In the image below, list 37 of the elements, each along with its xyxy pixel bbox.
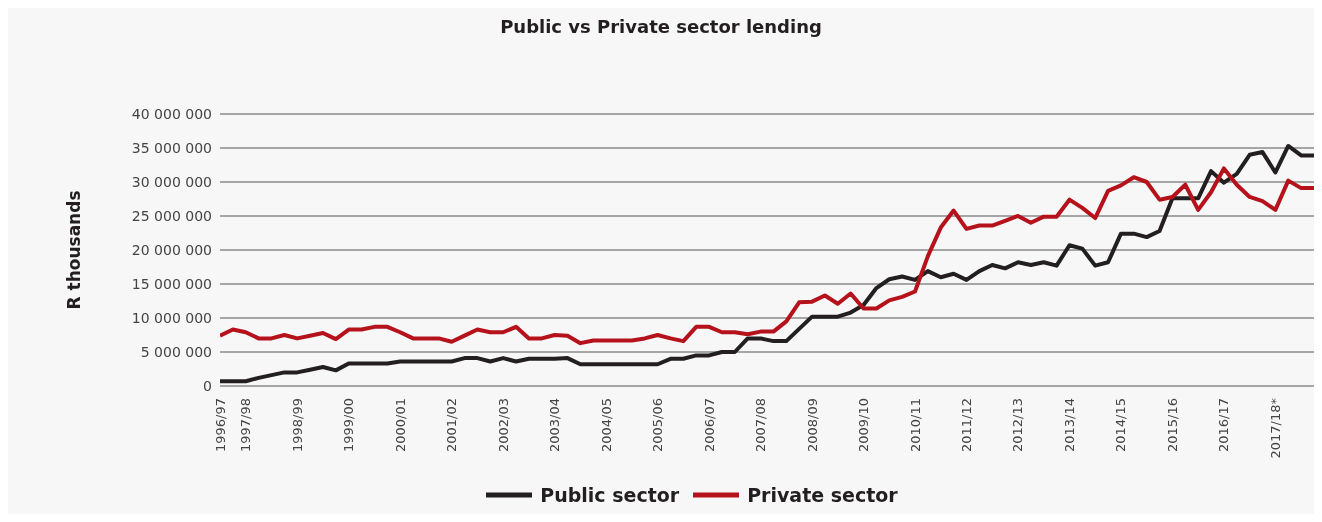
- x-tick-label: 2001/02: [444, 398, 460, 453]
- line-series: [220, 143, 1314, 384]
- y-tick-label: 30 000 000: [131, 173, 212, 190]
- y-tick-label: 15 000 000: [131, 275, 212, 292]
- y-tick-label: 40 000 000: [131, 105, 212, 122]
- x-tick-label: 2007/08: [753, 398, 769, 453]
- x-tick-label: 2004/05: [598, 398, 614, 453]
- x-tick-label: 2009/10: [856, 398, 872, 453]
- x-tick-label: 2013/14: [1061, 398, 1077, 453]
- y-tick-label: 25 000 000: [131, 207, 212, 224]
- x-tick-label: 2014/15: [1113, 398, 1129, 453]
- x-tick-label: 2012/13: [1010, 398, 1026, 453]
- x-tick-label: 2005/06: [650, 398, 666, 453]
- x-tick-label: 2006/07: [701, 398, 717, 453]
- y-tick-label: 10 000 000: [131, 309, 212, 326]
- legend-label: Public sector: [539, 484, 680, 506]
- x-tick-label: 1999/00: [341, 398, 357, 453]
- x-tick-label: 1998/99: [289, 398, 305, 453]
- x-tick-label: 2000/01: [392, 398, 408, 453]
- y-tick-label: 20 000 000: [131, 241, 212, 258]
- y-tick-label: 0: [203, 377, 212, 394]
- x-tick-label: 1996/97: [212, 398, 228, 453]
- x-tick-label: 2011/12: [958, 398, 974, 453]
- y-tick-label: 35 000 000: [131, 139, 212, 156]
- x-tick-label: 2002/03: [495, 398, 511, 453]
- y-axis-title: R thousands: [64, 190, 85, 310]
- x-tick-label: 2016/17: [1216, 398, 1232, 453]
- y-tick-label: 5 000 000: [140, 343, 212, 360]
- x-tick-label: 2008/09: [804, 398, 820, 453]
- line-series: [220, 166, 1314, 346]
- legend-label: Private sector: [746, 484, 898, 506]
- x-tick-label: 2015/16: [1164, 398, 1180, 453]
- x-tick-label: 1997/98: [238, 398, 254, 453]
- x-tick-label: 2010/11: [907, 398, 923, 453]
- x-tick-label: 2003/04: [547, 398, 563, 453]
- x-tick-label: 2017/18*: [1267, 397, 1283, 459]
- chart-title: Public vs Private sector lending: [499, 16, 823, 37]
